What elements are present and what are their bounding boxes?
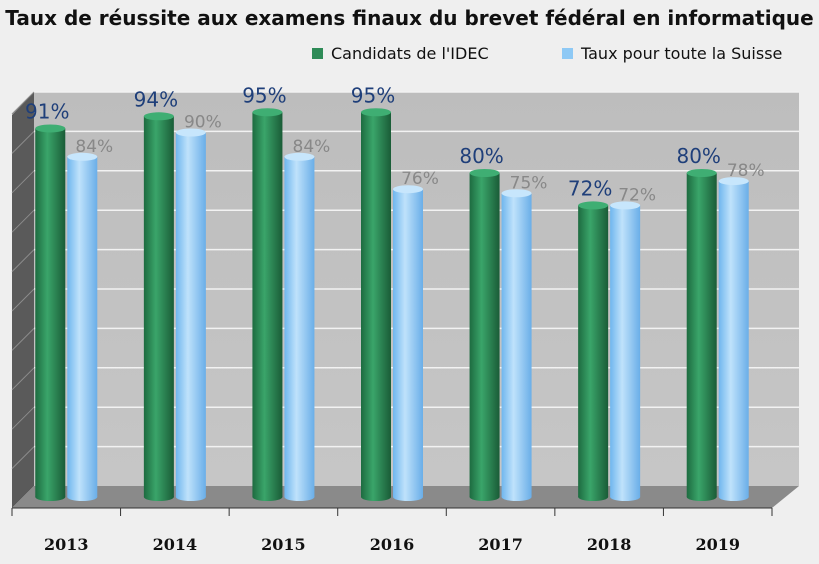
- bar-base: [67, 493, 98, 501]
- x-tick-label: 2017: [478, 535, 523, 554]
- value-labels: 91% 84% 94% 90% 95% 84% 95% 76% 80% 75% 72% 72% 80% 7…: [25, 83, 765, 205]
- x-axis-ticks: 2013 2014 2015 2016 2017 2018 2019: [11, 508, 773, 554]
- bar-top: [143, 112, 174, 121]
- x-tick-label: 2015: [261, 535, 306, 554]
- bar-suisse: [284, 156, 315, 498]
- bar-top: [686, 169, 717, 177]
- bar-idec: [469, 173, 500, 497]
- gridline-side: [11, 328, 35, 351]
- bar-base: [143, 493, 174, 501]
- x-tick-label: 2016: [370, 535, 415, 554]
- bar-base: [469, 493, 500, 501]
- data-label: 91%: [25, 99, 69, 123]
- bar-base: [578, 493, 609, 501]
- bar-idec: [35, 128, 66, 497]
- data-label: 84%: [293, 137, 331, 157]
- data-label: 84%: [75, 137, 113, 157]
- bar-top: [361, 108, 391, 117]
- bar-idec: [578, 205, 609, 497]
- data-label: 80%: [459, 144, 503, 168]
- bar-suisse: [501, 193, 532, 497]
- legend-swatch-blue: [562, 48, 573, 59]
- bar-top: [393, 185, 423, 194]
- gridline-side: [11, 91, 35, 115]
- data-label: 76%: [401, 169, 439, 189]
- gridline-side: [11, 170, 35, 194]
- bar-base: [175, 493, 206, 501]
- gridline-side: [11, 131, 35, 154]
- chart-title: Taux de réussite aux examens finaux du b…: [5, 6, 814, 30]
- bar-suisse: [393, 189, 423, 497]
- data-label: 78%: [727, 161, 765, 181]
- bar-idec: [686, 173, 717, 497]
- data-label: 80%: [676, 144, 720, 168]
- x-tick-label: 2019: [695, 535, 740, 554]
- x-tick-label: 2014: [153, 535, 198, 554]
- legend-item-idec: Candidats de l'IDEC: [312, 44, 489, 63]
- bar-top: [718, 177, 749, 186]
- bar-base: [284, 493, 315, 501]
- bar-top: [284, 152, 315, 161]
- bar-base: [35, 493, 66, 501]
- bar-idec: [143, 116, 174, 498]
- bars-group: [35, 108, 749, 501]
- gridline-side: [11, 209, 35, 233]
- legend-label-idec: Candidats de l'IDEC: [331, 44, 489, 63]
- bar-top: [610, 201, 641, 210]
- data-label: 72%: [568, 176, 612, 200]
- bar-top: [252, 108, 283, 117]
- bar-suisse: [175, 132, 206, 497]
- bar-base: [393, 493, 423, 501]
- bar-suisse: [718, 181, 749, 497]
- bar-top: [35, 124, 66, 133]
- bar-base: [252, 493, 283, 501]
- bar-suisse: [67, 156, 98, 498]
- data-label: 72%: [618, 185, 656, 205]
- bar-idec: [361, 112, 391, 497]
- bar-top: [67, 152, 98, 161]
- bar-base: [501, 493, 532, 501]
- x-tick-label: 2013: [44, 535, 89, 554]
- gridline-side: [11, 406, 35, 430]
- bar-base: [361, 493, 391, 501]
- gridline-side: [11, 249, 35, 272]
- gridline-side: [11, 446, 35, 469]
- bar-base: [686, 493, 717, 501]
- bar-top: [501, 189, 532, 198]
- legend-item-suisse: Taux pour toute la Suisse: [562, 44, 782, 63]
- legend-label-suisse: Taux pour toute la Suisse: [581, 44, 783, 63]
- bar-suisse: [610, 205, 641, 497]
- bar-top: [175, 128, 206, 137]
- data-label: 95%: [242, 83, 286, 107]
- data-label: 95%: [351, 83, 395, 107]
- data-label: 75%: [510, 173, 548, 193]
- x-tick-label: 2018: [587, 535, 632, 554]
- data-label: 94%: [134, 87, 178, 111]
- gridline-side: [11, 367, 35, 391]
- legend-swatch-green: [312, 48, 323, 59]
- bar-idec: [252, 112, 283, 497]
- data-label: 90%: [184, 113, 222, 133]
- gridline-side: [11, 288, 35, 312]
- bar-base: [610, 493, 641, 501]
- bar-top: [578, 201, 609, 210]
- bar-base: [718, 493, 749, 501]
- bar-top: [469, 169, 500, 177]
